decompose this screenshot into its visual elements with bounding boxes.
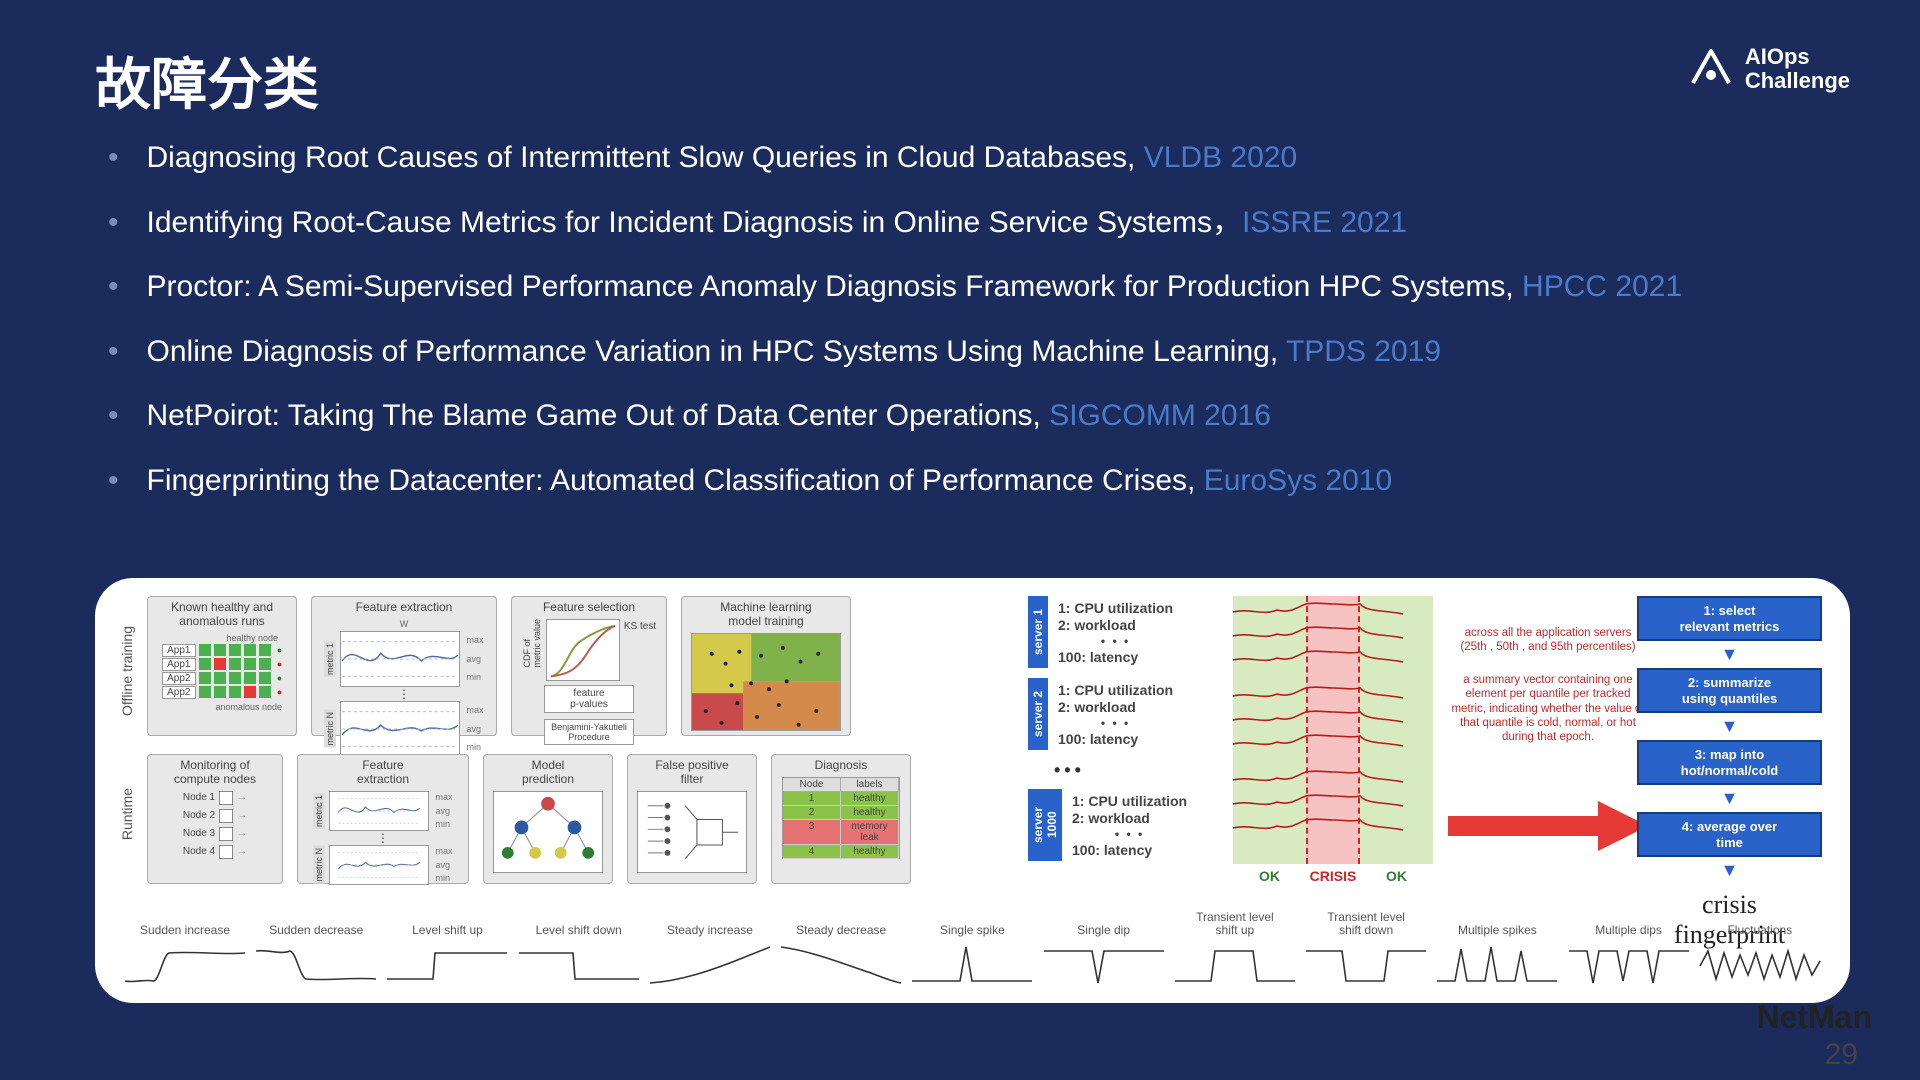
tree-canvas <box>493 791 603 873</box>
bullet-item: •Diagnosing Root Causes of Intermittent … <box>100 135 1840 182</box>
pattern-strip: Sudden increase Sudden decrease Level sh… <box>123 909 1822 989</box>
note: anomalous node <box>215 702 282 712</box>
pipe-title: Known healthy and anomalous runs <box>171 601 273 629</box>
pipe-title: Monitoring of compute nodes <box>174 759 256 787</box>
pipe-feature-selection: Feature selection CDF of metric value KS… <box>511 596 667 736</box>
sel-sub: Benjamini-Yakutieli Procedure <box>544 719 634 745</box>
pattern-item: Level shift down <box>517 909 641 989</box>
pipe-feature-extraction-runtime: Feature extraction metric 1 maxavgmin⋮me… <box>297 754 469 884</box>
logo-icon <box>1687 45 1735 93</box>
ks-chart <box>546 619 620 681</box>
pipe-title: Feature extraction <box>356 601 453 615</box>
pipe-title: Model prediction <box>522 759 574 787</box>
pattern-item: Steady increase <box>648 909 772 989</box>
pipe-ml-training: Machine learning model training <box>681 596 851 736</box>
pattern-item: Sudden increase <box>123 909 247 989</box>
pattern-item: Multiple spikes <box>1435 909 1559 989</box>
crisis-label: CRISIS <box>1306 868 1360 884</box>
pattern-item: Multiple dips <box>1567 909 1691 989</box>
logo: AIOps Challenge <box>1687 45 1850 93</box>
fp-step: 3: map into hot/normal/cold <box>1637 740 1822 785</box>
bullet-item: •NetPoirot: Taking The Blame Game Out of… <box>100 393 1840 440</box>
bullet-item: •Proctor: A Semi-Supervised Performance … <box>100 264 1840 311</box>
pipe-monitoring: Monitoring of compute nodes Node 1→Node … <box>147 754 283 884</box>
logo-line2: Challenge <box>1745 69 1850 93</box>
side-label-offline: Offline training <box>119 626 135 716</box>
bullet-item: •Fingerprinting the Datacenter: Automate… <box>100 458 1840 505</box>
pipe-feature-extraction: Feature extraction W metric 1 maxavgmin⋮… <box>311 596 497 736</box>
ml-canvas <box>691 633 841 731</box>
pipeline-diagram: Offline training Runtime Known healthy a… <box>123 596 968 898</box>
pipe-title: False positive filter <box>655 759 728 787</box>
ks-ylabel: CDF of metric value <box>522 619 542 668</box>
bullet-item: •Identifying Root-Cause Metrics for Inci… <box>100 200 1840 247</box>
ok-label: OK <box>1360 868 1433 884</box>
red-annotation: across all the application servers (25th… <box>1443 626 1653 745</box>
pipe-model-prediction: Model prediction <box>483 754 613 884</box>
pipe-title: Feature extraction <box>357 759 409 787</box>
pipe-known-runs: Known healthy and anomalous runs healthy… <box>147 596 297 736</box>
pipe-diagnosis: Diagnosis Nodelabels1healthy2healthy3mem… <box>771 754 911 884</box>
pipe-title: Machine learning model training <box>720 601 811 629</box>
fp-step: 1: select relevant metrics <box>1637 596 1822 641</box>
pattern-item: Sudden decrease <box>254 909 378 989</box>
pattern-item: Single dip <box>1042 909 1166 989</box>
pattern-item: Steady decrease <box>779 909 903 989</box>
pattern-item: Single spike <box>910 909 1034 989</box>
timeseries-column <box>1233 596 1433 864</box>
footer-brand: NetMan <box>1756 999 1872 1036</box>
ok-label: OK <box>1233 868 1306 884</box>
bullet-list: •Diagnosing Root Causes of Intermittent … <box>100 135 1840 522</box>
page-number: 29 <box>1825 1038 1858 1072</box>
fp-step: 4: average over time <box>1637 812 1822 857</box>
zone-labels: OK CRISIS OK <box>1233 868 1433 884</box>
fpf-canvas <box>637 791 747 873</box>
side-label-runtime: Runtime <box>119 788 135 840</box>
arrow-icon <box>1448 796 1648 856</box>
slide-title: 故障分类 <box>95 40 319 121</box>
pipe-false-positive-filter: False positive filter <box>627 754 757 884</box>
pattern-item: Transient level shift up <box>1173 909 1297 989</box>
fingerprint-diagram: server 1 1: CPU utilization2: workload• … <box>1028 596 1822 898</box>
diag-table: Nodelabels1healthy2healthy3memory leak4h… <box>782 777 900 859</box>
pipe-title: Diagnosis <box>815 759 868 773</box>
pattern-item: Level shift up <box>385 909 509 989</box>
sel-sub: feature p-values <box>544 685 634 713</box>
w-label: W <box>400 619 409 629</box>
ks-label: KS test <box>624 621 656 632</box>
pattern-item: Transient level shift down <box>1304 909 1428 989</box>
logo-line1: AIOps <box>1745 45 1850 69</box>
pattern-item: Fluctuations <box>1698 909 1822 989</box>
fingerprint-steps: 1: select relevant metrics▼2: summarize … <box>1637 596 1822 950</box>
figure-panel: Offline training Runtime Known healthy a… <box>95 578 1850 1003</box>
bullet-item: •Online Diagnosis of Performance Variati… <box>100 329 1840 376</box>
pipe-title: Feature selection <box>543 601 635 615</box>
note: healthy node <box>226 633 278 643</box>
fp-step: 2: summarize using quantiles <box>1637 668 1822 713</box>
